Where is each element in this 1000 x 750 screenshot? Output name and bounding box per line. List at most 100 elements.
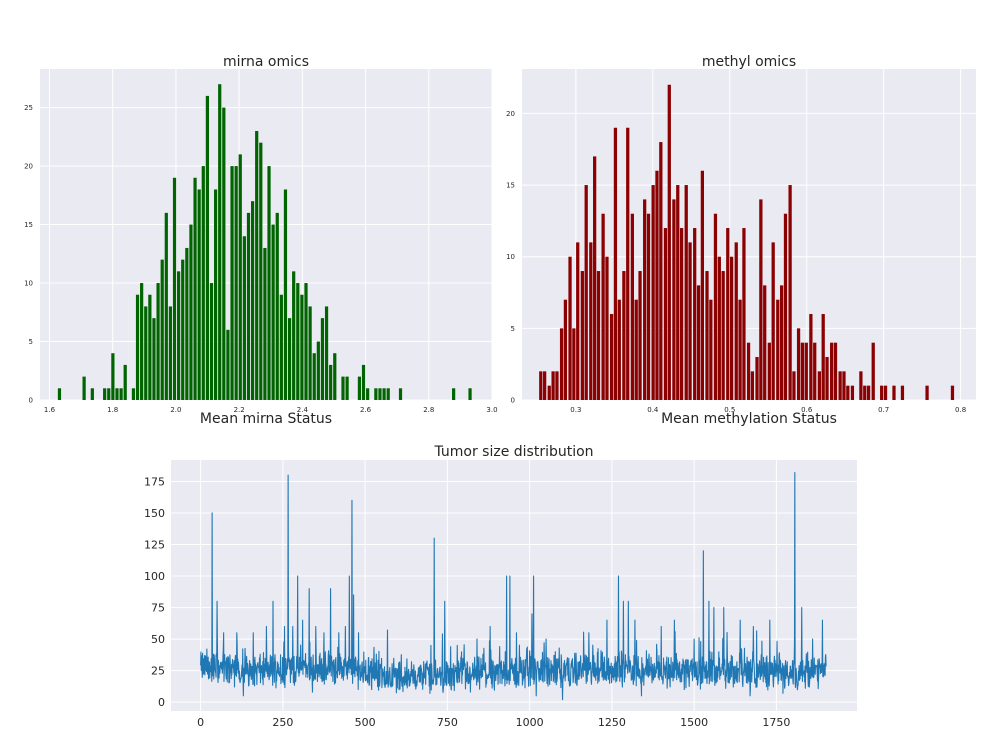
methyl-bar bbox=[792, 371, 796, 400]
mirna-bar bbox=[308, 306, 312, 400]
methyl-bar bbox=[746, 342, 751, 400]
methyl-bar bbox=[659, 142, 663, 400]
mirna-bar bbox=[250, 201, 255, 400]
mirna-bar bbox=[242, 236, 246, 400]
mirna-bar bbox=[234, 166, 238, 400]
y-tick-label: 0 bbox=[511, 397, 515, 405]
mirna-bar bbox=[382, 388, 386, 400]
methyl-bar bbox=[593, 156, 597, 400]
mirna-bar bbox=[230, 166, 234, 400]
methyl-bar bbox=[750, 371, 755, 400]
methyl-bar bbox=[759, 199, 763, 400]
methyl-bar bbox=[705, 271, 709, 400]
x-tick-label: 1000 bbox=[516, 716, 544, 729]
methyl-bar bbox=[617, 299, 621, 400]
methyl-bar bbox=[925, 385, 929, 400]
x-tick-label: 1.8 bbox=[107, 406, 118, 414]
x-tick-label: 2.8 bbox=[423, 406, 434, 414]
y-tick-label: 20 bbox=[506, 110, 515, 118]
methyl-bar bbox=[838, 371, 842, 400]
mirna-bars bbox=[57, 84, 472, 401]
mirna-bar bbox=[197, 189, 201, 400]
mirna-bar bbox=[144, 306, 148, 400]
mirna-bar bbox=[107, 388, 111, 400]
y-tick-label: 150 bbox=[144, 507, 165, 520]
x-tick-label: 750 bbox=[437, 716, 458, 729]
methyl-bar bbox=[643, 199, 647, 400]
mirna-bar bbox=[312, 353, 316, 400]
mirna-bar bbox=[148, 294, 152, 400]
mirna-y-ticks: 0 5 10 15 20 25 bbox=[24, 104, 33, 404]
methyl-bar bbox=[880, 385, 884, 400]
y-tick-label: 175 bbox=[144, 475, 165, 488]
mirna-bar bbox=[452, 388, 456, 400]
methyl-bar bbox=[713, 213, 718, 400]
mirna-bar bbox=[255, 130, 259, 401]
mirna-bar bbox=[135, 294, 140, 400]
mirna-bar bbox=[329, 364, 333, 400]
mirna-bar bbox=[320, 318, 325, 400]
mirna-bar bbox=[300, 294, 304, 400]
methyl-bar bbox=[821, 314, 825, 400]
mirna-bar bbox=[119, 388, 123, 400]
methyl-bar bbox=[800, 342, 805, 400]
methyl-bar bbox=[584, 185, 588, 400]
methyl-bar bbox=[609, 314, 614, 400]
methyl-bar bbox=[830, 342, 834, 400]
x-tick-label: 2.2 bbox=[234, 406, 245, 414]
mirna-bar bbox=[189, 224, 193, 400]
x-tick-label: 2.6 bbox=[360, 406, 372, 414]
methyl-bar bbox=[763, 285, 767, 400]
mirna-bar bbox=[131, 388, 136, 400]
methyl-bar bbox=[742, 228, 746, 400]
x-tick-label: 2.0 bbox=[170, 406, 181, 414]
mirna-bar bbox=[341, 376, 345, 400]
methyl-bar bbox=[663, 228, 668, 400]
mirna-bar bbox=[366, 388, 370, 400]
methyl-bar bbox=[543, 371, 547, 400]
methyl-bar bbox=[804, 342, 808, 400]
x-tick-label: 0.7 bbox=[878, 406, 889, 414]
methyl-bar bbox=[539, 371, 543, 400]
y-tick-label: 10 bbox=[506, 253, 515, 261]
mirna-bar bbox=[57, 388, 62, 400]
y-tick-label: 125 bbox=[144, 539, 165, 552]
methyl-bar bbox=[576, 242, 580, 400]
methyl-bar bbox=[605, 256, 609, 400]
mirna-bar bbox=[259, 142, 263, 400]
x-tick-label: 0.3 bbox=[570, 406, 581, 414]
mirna-bar bbox=[177, 271, 181, 400]
mirna-bar bbox=[287, 318, 292, 400]
methyl-bar bbox=[771, 242, 775, 400]
y-tick-label: 75 bbox=[151, 602, 165, 615]
tumor-series-group bbox=[200, 472, 827, 701]
mirna-bar bbox=[267, 166, 271, 400]
methyl-bar bbox=[755, 357, 759, 400]
mirna-bar bbox=[263, 247, 267, 400]
methyl-bars bbox=[539, 84, 955, 400]
mirna-bar bbox=[103, 388, 107, 400]
mirna-x-ticks: 1.6 1.8 2.0 2.2 2.4 2.6 2.8 3.0 bbox=[44, 406, 498, 414]
methyl-bar bbox=[572, 328, 576, 400]
methyl-x-axis-label: Mean methylation Status bbox=[661, 411, 837, 427]
mirna-bar bbox=[271, 224, 275, 400]
x-tick-label: 250 bbox=[272, 716, 293, 729]
x-tick-label: 3.0 bbox=[486, 406, 497, 414]
methyl-bar bbox=[729, 256, 734, 400]
methyl-bar bbox=[679, 228, 684, 400]
x-tick-label: 500 bbox=[355, 716, 376, 729]
methyl-bar bbox=[580, 271, 584, 400]
methyl-bar bbox=[684, 185, 688, 400]
methyl-bar bbox=[667, 84, 671, 400]
methyl-histogram: 0.3 0.4 0.5 0.6 0.7 0.8 0 5 10 15 20 methyl omics… bbox=[506, 54, 976, 427]
mirna-bar bbox=[279, 294, 283, 400]
methyl-bar bbox=[825, 357, 829, 400]
methyl-bar bbox=[693, 228, 697, 400]
methyl-bar bbox=[696, 285, 701, 400]
methyl-y-ticks: 0 5 10 15 20 bbox=[506, 110, 515, 405]
mirna-bar bbox=[156, 283, 160, 400]
mirna-bar bbox=[222, 107, 226, 400]
methyl-bar bbox=[783, 213, 788, 400]
methyl-bar bbox=[863, 385, 867, 400]
mirna-bar bbox=[218, 84, 222, 400]
